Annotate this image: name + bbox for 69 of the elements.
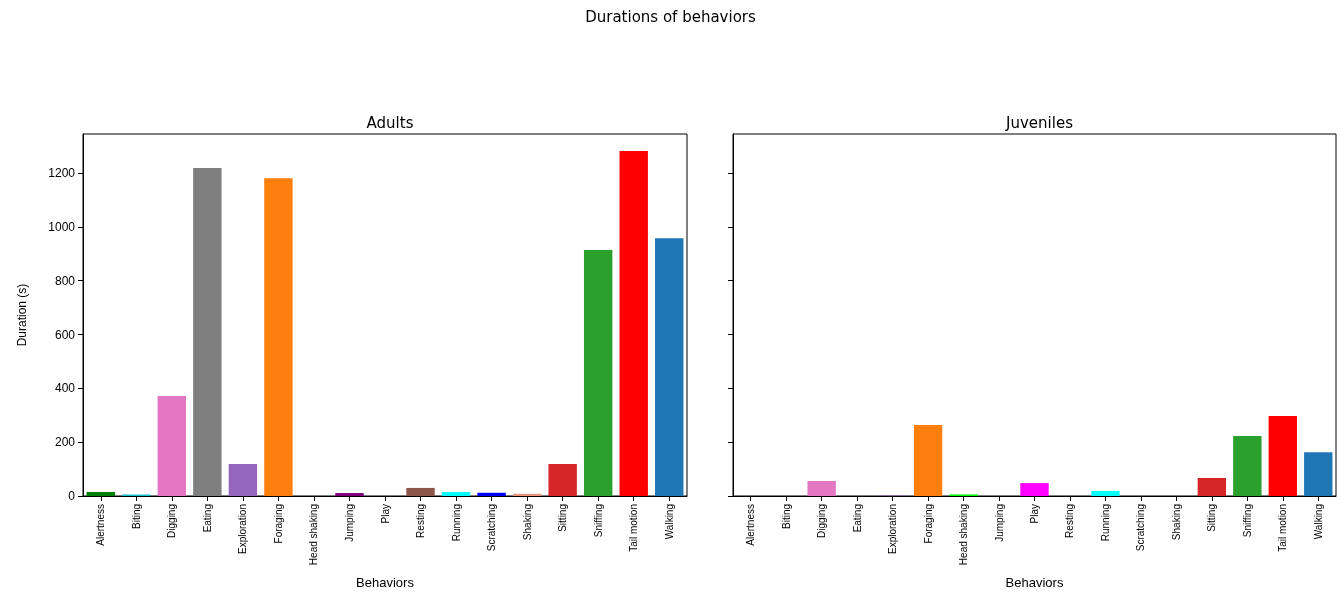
x-tick-label: Running	[450, 504, 462, 542]
x-tick-label: Scratching	[1135, 504, 1147, 552]
x-tick-label: Walking	[663, 504, 675, 540]
bar	[655, 238, 684, 496]
bar	[406, 487, 435, 496]
y-tick-label: 600	[54, 327, 76, 342]
x-axis-title: Behaviors	[356, 575, 415, 590]
x-tick-label: Walking	[1312, 504, 1324, 540]
x-tick-label: Biting	[130, 504, 142, 530]
y-tick-label: 400	[54, 381, 76, 396]
x-tick-label: Jumping	[343, 504, 355, 542]
bar	[1091, 490, 1120, 496]
bar	[583, 250, 613, 496]
x-tick-label: Digging	[166, 504, 178, 538]
x-tick-label: Eating	[851, 504, 863, 533]
y-tick-label: 200	[54, 435, 76, 450]
bar	[441, 491, 471, 496]
bar	[157, 395, 187, 496]
chart-title: Juveniles	[1005, 113, 1074, 132]
x-tick-label: Shaking	[521, 504, 533, 541]
x-tick-label: Exploration	[237, 504, 249, 555]
text: Durations of behaviors	[584, 8, 757, 26]
bar	[264, 178, 293, 496]
bar	[1304, 452, 1333, 496]
y-tick-label: 1000	[48, 219, 76, 234]
y-axis-title: Duration (s)	[15, 283, 29, 347]
bar	[193, 167, 222, 496]
x-tick-label: Eating	[201, 504, 213, 533]
x-tick-label: Jumping	[993, 504, 1005, 542]
bar	[1268, 416, 1297, 496]
x-tick-label: Alertness	[95, 504, 107, 546]
bar	[548, 463, 577, 496]
x-tick-label: Resting	[415, 504, 427, 538]
x-tick-label: Sniffing	[592, 504, 604, 538]
x-tick-label: Exploration	[887, 504, 899, 555]
bar	[807, 480, 836, 496]
y-tick-label: 800	[54, 273, 76, 288]
x-tick-label: Head shaking	[958, 504, 970, 566]
x-tick-label: Tail motion	[628, 504, 640, 552]
bar	[335, 493, 364, 496]
bar	[228, 463, 258, 496]
bar	[1020, 483, 1049, 496]
bar	[512, 493, 542, 496]
x-tick-label: Scratching	[486, 504, 498, 552]
x-tick-label: Sniffing	[1241, 504, 1253, 538]
chart-title: Adults	[366, 113, 414, 132]
x-tick-label: Alertness	[745, 504, 757, 546]
bar	[913, 424, 943, 496]
x-tick-label: Play	[379, 504, 391, 524]
x-tick-label: Sitting	[1206, 504, 1218, 532]
x-tick-label: Digging	[816, 504, 828, 538]
x-tick-label: Shaking	[1170, 504, 1182, 541]
x-tick-label: Head shaking	[308, 504, 320, 566]
y-tick-label: 1200	[48, 166, 76, 181]
x-tick-label: Tail motion	[1277, 504, 1289, 552]
x-tick-label: Sitting	[557, 504, 569, 532]
y-tick-label: 0	[68, 489, 76, 503]
bar	[619, 150, 648, 496]
bar	[477, 492, 506, 496]
x-axis-title: Behaviors	[1005, 575, 1064, 590]
x-tick-label: Running	[1099, 504, 1111, 542]
bar	[1233, 435, 1262, 496]
x-tick-label: Play	[1029, 504, 1040, 524]
x-tick-label: Biting	[780, 504, 792, 530]
x-tick-label: Foraging	[272, 504, 284, 544]
bar	[86, 491, 115, 496]
x-tick-label: Resting	[1064, 504, 1076, 538]
x-tick-label: Foraging	[922, 504, 934, 544]
bar	[1197, 477, 1227, 496]
